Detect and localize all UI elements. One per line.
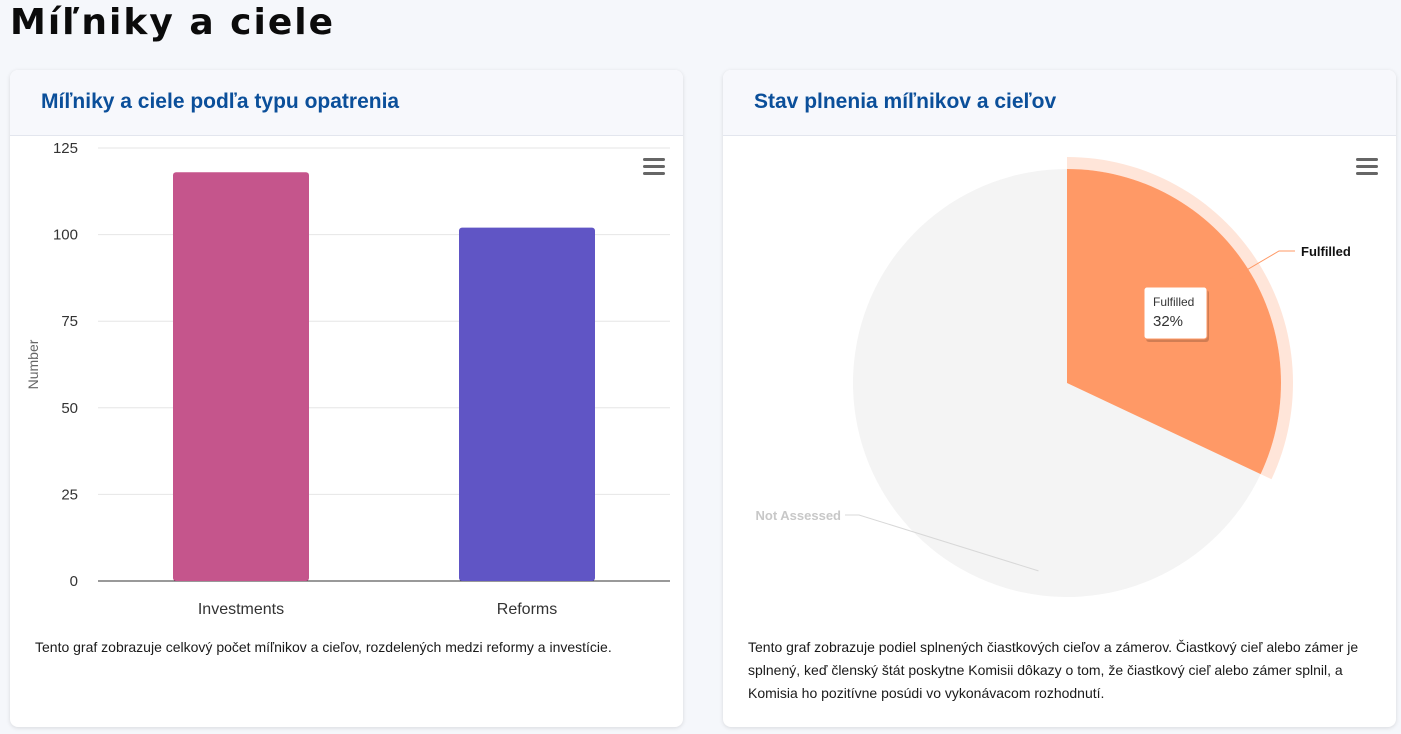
pie-chart-caption: Tento graf zobrazuje podiel splnených či…: [748, 639, 1359, 701]
bar-reforms[interactable]: [459, 227, 595, 581]
tooltip-label: Fulfilled: [1153, 295, 1194, 309]
y-tick-label: 25: [61, 486, 78, 503]
y-tick-label: 50: [61, 400, 78, 417]
y-tick-label: 0: [70, 573, 78, 590]
x-tick-label: Investments: [198, 601, 284, 618]
pie-chart-card: Stav plnenia míľnikov a cieľov Fulfilled…: [723, 70, 1396, 727]
bar-investments[interactable]: [173, 172, 309, 582]
page-title: Míľniky a ciele: [10, 2, 336, 43]
pie-chart-menu-button[interactable]: [1356, 158, 1378, 176]
pie-slice-not-assessed[interactable]: [853, 168, 1261, 597]
y-tick-label: 75: [61, 313, 78, 330]
pie-chart: Fulfilled Not Assessed Fulfilled 32%: [756, 157, 1351, 597]
x-tick-label: Reforms: [497, 601, 557, 618]
tooltip-value: 32%: [1153, 313, 1183, 330]
connector-not-assessed: [845, 514, 1039, 572]
y-tick-label: 125: [53, 140, 78, 157]
bar-chart-title: Míľniky a ciele podľa typu opatrenia: [41, 90, 400, 113]
data-label-not-assessed: Not Assessed: [756, 508, 842, 523]
bar-chart-card-header: Míľniky a ciele podľa typu opatrenia: [10, 70, 683, 136]
y-tick-label: 100: [53, 227, 78, 244]
pie-slice-halo: [1067, 157, 1293, 480]
bar-chart-menu-button[interactable]: [643, 158, 665, 176]
bar-chart-caption: Tento graf zobrazuje celkový počet míľni…: [35, 639, 612, 655]
data-label-fulfilled: Fulfilled: [1301, 244, 1351, 259]
pie-tooltip: Fulfilled 32%: [1143, 286, 1209, 342]
pie-chart-card-header: Stav plnenia míľnikov a cieľov: [723, 70, 1396, 136]
hamburger-menu-icon: [643, 158, 665, 161]
y-axis-label: Number: [25, 339, 41, 389]
pie-chart-title: Stav plnenia míľnikov a cieľov: [754, 90, 1057, 113]
bar-chart-card: Míľniky a ciele podľa typu opatrenia 0 25…: [10, 70, 683, 727]
hamburger-menu-icon: [1356, 158, 1378, 161]
connector-fulfilled: [1225, 250, 1295, 283]
bar-chart: 0 25 50 75 100 125 Number Investments Reforms: [25, 140, 670, 618]
